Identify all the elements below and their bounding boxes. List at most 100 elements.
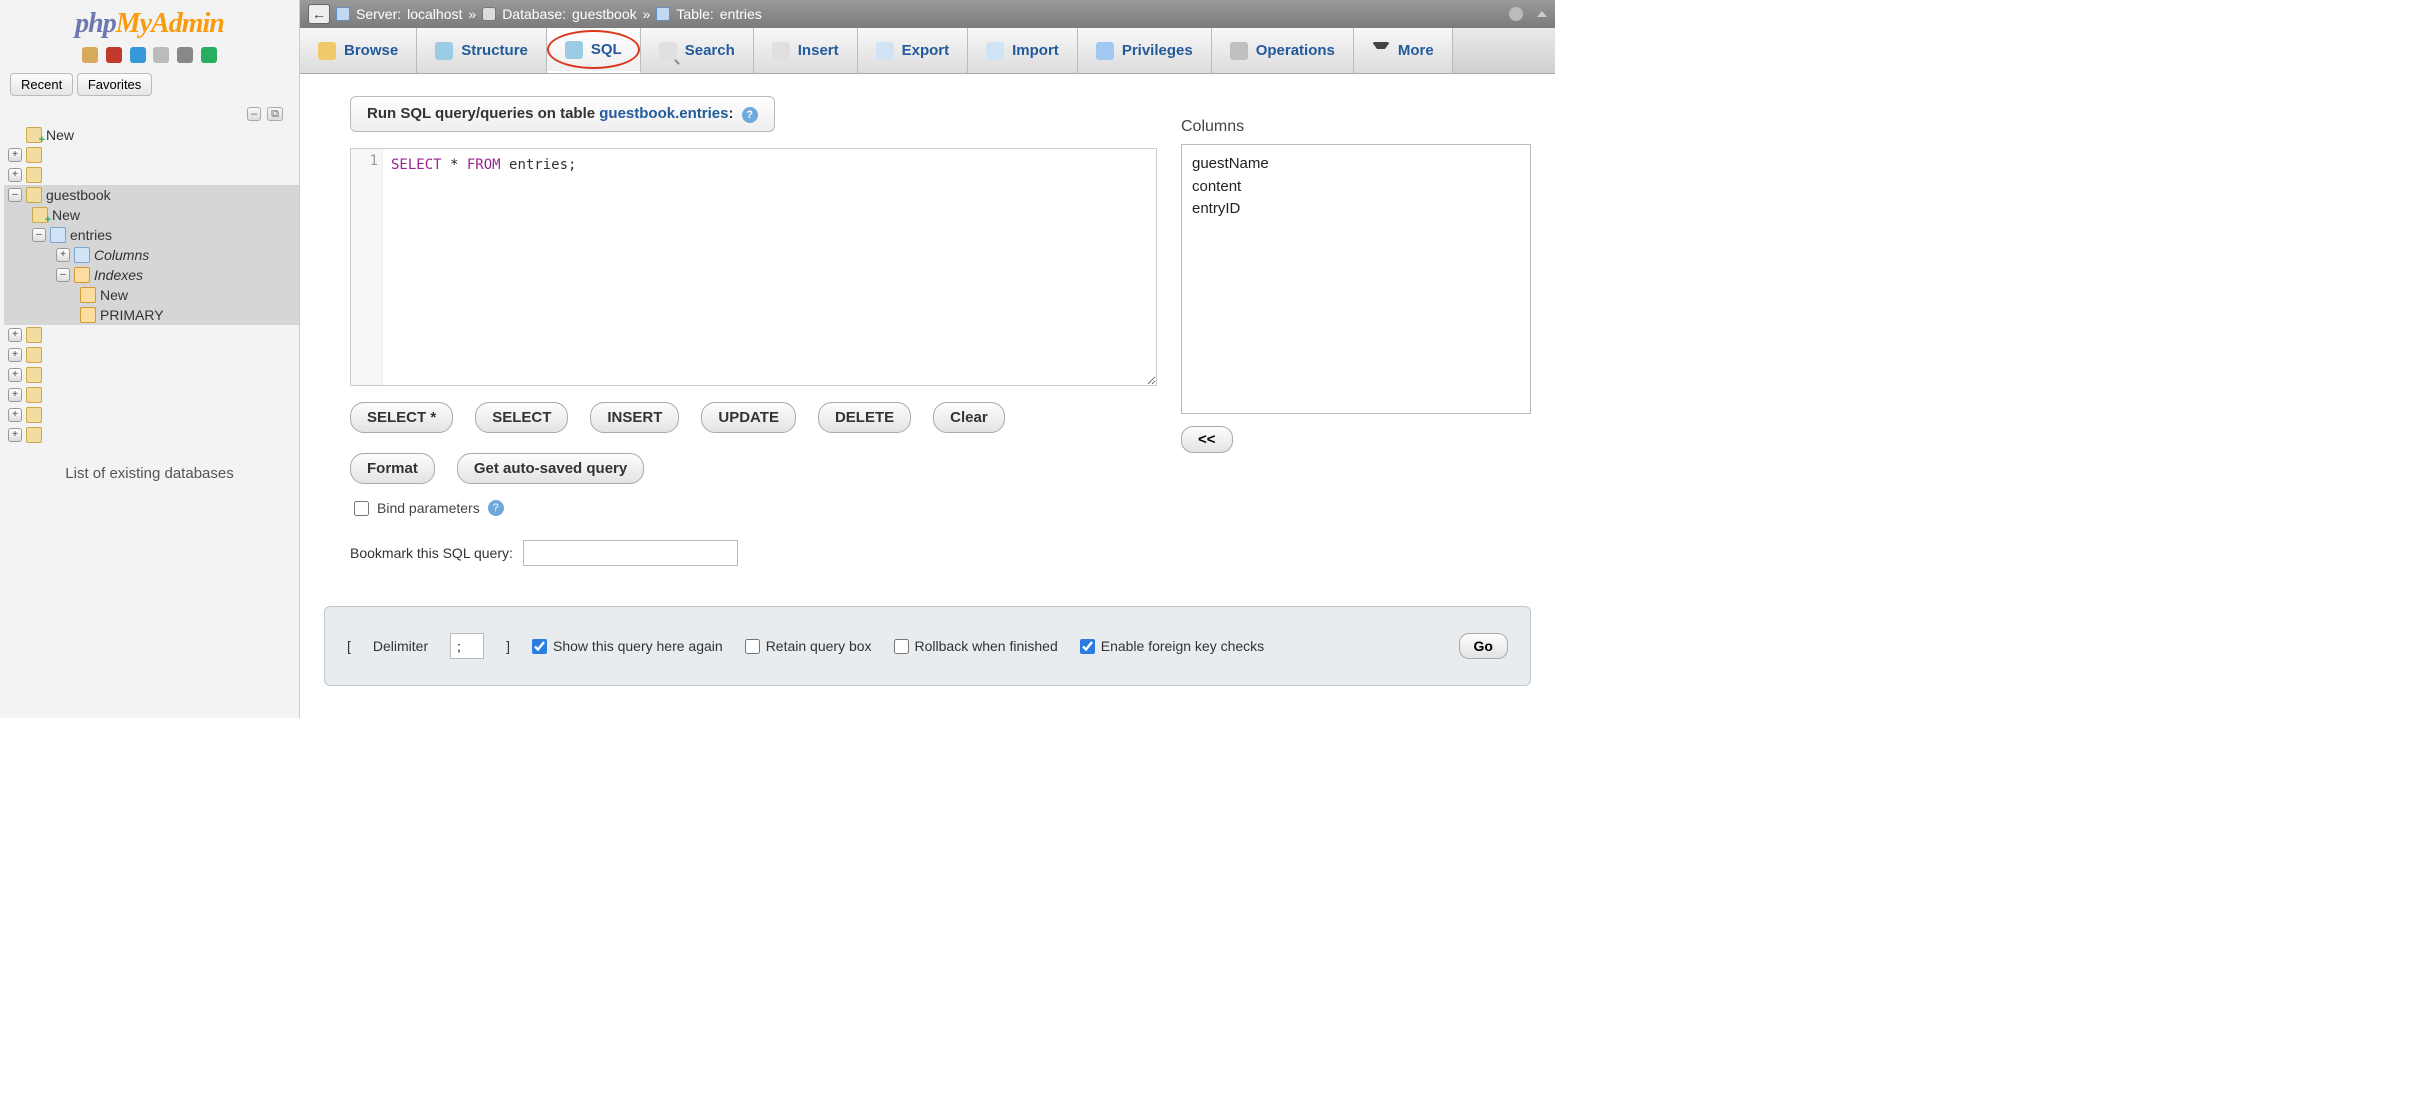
tab-insert[interactable]: Insert bbox=[754, 28, 858, 73]
help-icon[interactable]: ? bbox=[742, 107, 758, 123]
recent-favorites: Recent Favorites bbox=[0, 69, 299, 100]
help-icon[interactable]: ? bbox=[488, 500, 504, 516]
tree-row-entries[interactable]: – entries bbox=[4, 225, 299, 245]
tree-row-idx-primary[interactable]: PRIMARY bbox=[4, 305, 299, 325]
reload-icon[interactable] bbox=[201, 47, 217, 63]
back-button[interactable]: ← bbox=[308, 4, 330, 24]
tree-row-idx-new[interactable]: New bbox=[4, 285, 299, 305]
delete-button[interactable]: DELETE bbox=[818, 402, 911, 433]
format-button[interactable]: Format bbox=[350, 453, 435, 484]
panel-heading-target[interactable]: guestbook.entries bbox=[599, 105, 728, 122]
show-again-option[interactable]: Show this query here again bbox=[532, 638, 723, 654]
content: Run SQL query/queries on table guestbook… bbox=[300, 74, 1555, 718]
settings-icon[interactable] bbox=[177, 47, 193, 63]
rollback-checkbox[interactable] bbox=[894, 639, 909, 654]
tab-more[interactable]: More bbox=[1354, 28, 1453, 73]
tree-link-icon[interactable]: ⧉ bbox=[267, 107, 283, 121]
expand-toggle[interactable]: + bbox=[8, 368, 22, 382]
tab-browse[interactable]: Browse bbox=[300, 28, 417, 73]
retain-checkbox[interactable] bbox=[745, 639, 760, 654]
collapse-toggle[interactable]: – bbox=[56, 268, 70, 282]
home-icon[interactable] bbox=[82, 47, 98, 63]
select-star-button[interactable]: SELECT * bbox=[350, 402, 453, 433]
fk-checkbox[interactable] bbox=[1080, 639, 1095, 654]
recent-button[interactable]: Recent bbox=[10, 73, 73, 96]
rollback-option[interactable]: Rollback when finished bbox=[894, 638, 1058, 654]
tab-export[interactable]: Export bbox=[858, 28, 969, 73]
tab-label: Operations bbox=[1256, 42, 1335, 59]
sql-editor[interactable]: 1 SELECT * FROM entries; bbox=[350, 148, 1157, 386]
tree-row-blank5[interactable]: + bbox=[4, 365, 299, 385]
tab-label: Search bbox=[685, 42, 735, 59]
tree-row-blank8[interactable]: + bbox=[4, 425, 299, 445]
tab-operations[interactable]: Operations bbox=[1212, 28, 1354, 73]
tree-row-columns[interactable]: + Columns bbox=[4, 245, 299, 265]
tree-row-blank7[interactable]: + bbox=[4, 405, 299, 425]
tree-row-guestbook[interactable]: – guestbook bbox=[4, 185, 299, 205]
clear-button[interactable]: Clear bbox=[933, 402, 1005, 433]
tree-row-blank4[interactable]: + bbox=[4, 345, 299, 365]
bind-parameters-checkbox[interactable] bbox=[354, 501, 369, 516]
insert-button[interactable]: INSERT bbox=[590, 402, 679, 433]
database-icon bbox=[26, 427, 42, 443]
tree-row-blank[interactable]: + bbox=[4, 145, 299, 165]
expand-toggle[interactable]: + bbox=[8, 408, 22, 422]
panel-heading: Run SQL query/queries on table guestbook… bbox=[350, 96, 775, 132]
tree-row-blank6[interactable]: + bbox=[4, 385, 299, 405]
tree-collapse-icon[interactable]: – bbox=[247, 107, 261, 121]
breadcrumb-server-value[interactable]: localhost bbox=[407, 6, 462, 22]
page-settings-icon[interactable] bbox=[1509, 7, 1523, 21]
columns-item[interactable]: content bbox=[1192, 176, 1520, 199]
tab-sql[interactable]: SQL bbox=[547, 28, 641, 73]
collapse-toggle[interactable]: – bbox=[32, 228, 46, 242]
delimiter-input[interactable] bbox=[450, 633, 484, 659]
expand-toggle[interactable]: + bbox=[8, 348, 22, 362]
update-button[interactable]: UPDATE bbox=[701, 402, 796, 433]
logout-icon[interactable] bbox=[106, 47, 122, 63]
expand-toggle[interactable]: + bbox=[56, 248, 70, 262]
tree-row-new-db[interactable]: New bbox=[4, 125, 299, 145]
tab-search[interactable]: Search bbox=[641, 28, 754, 73]
tab-label: SQL bbox=[591, 41, 622, 58]
editor-code[interactable]: SELECT * FROM entries; bbox=[351, 153, 1156, 173]
tree-label-indexes: Indexes bbox=[94, 267, 143, 283]
import-icon bbox=[986, 42, 1004, 60]
tree-row-table-new[interactable]: New bbox=[4, 205, 299, 225]
fk-option[interactable]: Enable foreign key checks bbox=[1080, 638, 1264, 654]
info-icon[interactable] bbox=[130, 47, 146, 63]
structure-icon bbox=[435, 42, 453, 60]
right-column: Columns guestName content entryID << bbox=[1181, 148, 1531, 566]
logo[interactable]: phpMyAdmin bbox=[0, 0, 299, 42]
show-again-checkbox[interactable] bbox=[532, 639, 547, 654]
sql-window-icon[interactable] bbox=[153, 47, 169, 63]
tab-privileges[interactable]: Privileges bbox=[1078, 28, 1212, 73]
expand-toggle[interactable]: + bbox=[8, 388, 22, 402]
tree-row-blank3[interactable]: + bbox=[4, 325, 299, 345]
move-left-button[interactable]: << bbox=[1181, 426, 1233, 453]
favorites-button[interactable]: Favorites bbox=[77, 73, 152, 96]
breadcrumb-db-value[interactable]: guestbook bbox=[572, 6, 637, 22]
operations-icon bbox=[1230, 42, 1248, 60]
expand-toggle[interactable]: + bbox=[8, 328, 22, 342]
columns-item[interactable]: guestName bbox=[1192, 153, 1520, 176]
tree-row-indexes[interactable]: – Indexes bbox=[4, 265, 299, 285]
retain-option[interactable]: Retain query box bbox=[745, 638, 872, 654]
database-icon bbox=[26, 367, 42, 383]
expand-toggle[interactable]: + bbox=[8, 168, 22, 182]
page-collapse-icon[interactable] bbox=[1537, 11, 1547, 17]
expand-toggle[interactable]: + bbox=[8, 428, 22, 442]
collapse-toggle[interactable]: – bbox=[8, 188, 22, 202]
columns-listbox[interactable]: guestName content entryID bbox=[1181, 144, 1531, 414]
tree-label-guestbook: guestbook bbox=[46, 187, 111, 203]
select-button[interactable]: SELECT bbox=[475, 402, 568, 433]
breadcrumb-table-value[interactable]: entries bbox=[720, 6, 762, 22]
tab-import[interactable]: Import bbox=[968, 28, 1078, 73]
tab-structure[interactable]: Structure bbox=[417, 28, 547, 73]
go-button[interactable]: Go bbox=[1459, 633, 1508, 659]
columns-item[interactable]: entryID bbox=[1192, 198, 1520, 221]
expand-toggle[interactable]: + bbox=[8, 148, 22, 162]
autosaved-button[interactable]: Get auto-saved query bbox=[457, 453, 644, 484]
tree-row-blank2[interactable]: + bbox=[4, 165, 299, 185]
new-index-icon bbox=[80, 287, 96, 303]
bookmark-input[interactable] bbox=[523, 540, 738, 566]
